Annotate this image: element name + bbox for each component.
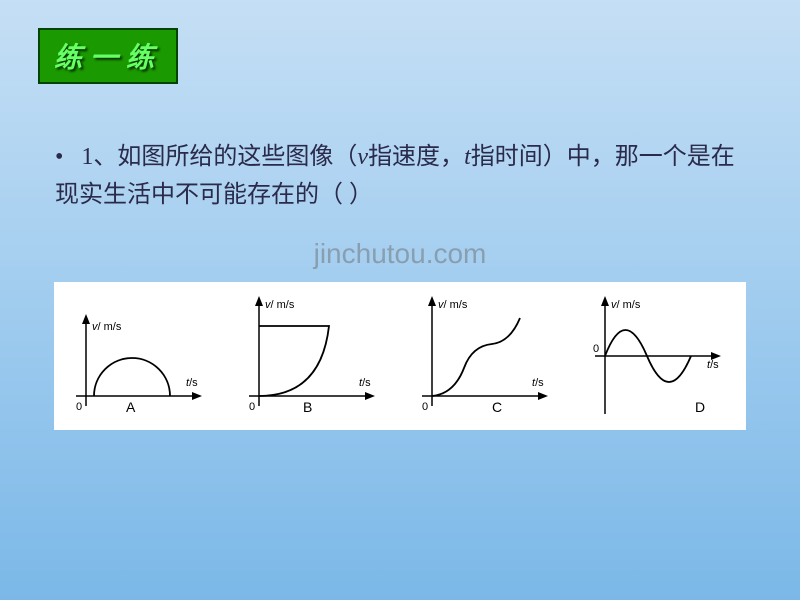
xlabel-c: t/s [532,377,544,389]
q-number: 1、 [81,144,117,170]
ylabel-b: v/ m/s [265,299,295,311]
curve-c [432,318,520,396]
origin-b: 0 [249,401,255,413]
diagram-b: v/ m/s t/s 0 B [229,286,399,426]
bullet: • [55,138,63,176]
diagram-row: v/ m/s t/s 0 A v/ m/s t/s 0 B v/ m/s t/s [54,282,746,430]
xlabel-a: t/s [186,377,198,389]
diagram-a: v/ m/s t/s 0 A [56,286,226,426]
letter-b: B [303,399,312,415]
question-text: 1、如图所给的这些图像（v指速度，t指时间）中，那一个是在现实生活中不可能存在的… [55,144,735,208]
watermark: jinchutou.com [314,238,487,270]
letter-a: A [126,399,136,415]
curve-b [259,326,329,396]
ylabel-a: v/ m/s [92,321,122,333]
diagram-d: v/ m/s t/s 0 D [575,286,745,426]
question-block: • 1、如图所给的这些图像（v指速度，t指时间）中，那一个是在现实生活中不可能存… [55,138,745,215]
q-t: t [464,144,471,170]
xlabel-b: t/s [359,377,371,389]
ylabel-c: v/ m/s [438,299,468,311]
letter-c: C [492,399,502,415]
origin-a: 0 [76,401,82,413]
ylabel-d: v/ m/s [611,299,641,311]
diagram-c: v/ m/s t/s 0 C [402,286,572,426]
xlabel-d: t/s [707,359,719,371]
q-v: v [357,144,368,170]
q-p4: ） [349,182,373,208]
curve-a [94,358,170,396]
origin-d: 0 [593,343,599,355]
q-p2: 指速度， [368,144,464,170]
origin-c: 0 [422,401,428,413]
q-p1: 如图所给的这些图像（ [117,144,357,170]
letter-d: D [695,399,705,415]
badge-text: 练一练 [54,43,162,74]
practice-badge: 练一练 [38,28,178,84]
